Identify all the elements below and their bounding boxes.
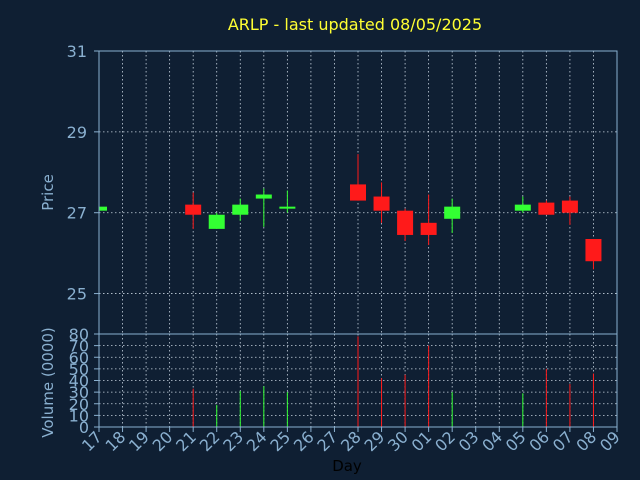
candle-body [350,184,366,201]
volume-tick-label: 0 [79,418,89,437]
volume-tick-label: 50 [69,360,89,379]
candle-body [585,238,602,262]
candle-body [208,214,225,229]
candle-body [561,200,578,213]
price-tick-label: 29 [67,123,87,142]
price-axis-label: Price [39,174,57,211]
volume-tick-label: 40 [69,372,89,391]
volume-tick-label: 30 [69,383,89,402]
candle-body [99,206,107,211]
candle-body [514,204,531,211]
volume-tick-label: 60 [69,348,89,367]
candle-body [185,204,202,215]
volume-tick-label: 20 [69,395,89,414]
volume-tick-label: 80 [69,325,89,344]
volume-tick-label: 70 [69,337,89,356]
x-tick-label: 09 [596,427,624,455]
chart-title: ARLP - last updated 08/05/2025 [228,15,482,34]
candle-body [255,194,272,199]
volume-axis-label: Volume (0000) [39,327,57,437]
candle-body [444,206,461,219]
candle-body [373,196,390,211]
candle-body [397,210,414,235]
price-tick-label: 31 [67,42,87,61]
candle-body [420,222,437,235]
price-panel: 25 27 29 31 [67,42,618,335]
x-axis-ticks: 1718192021222324252627282930010203040506… [78,427,624,455]
price-tick-label: 25 [67,285,87,304]
price-tick-label: 27 [67,204,87,223]
x-axis-label: Day [332,457,362,475]
volume-tick-label: 10 [69,406,89,425]
candle-body [279,206,296,209]
candle-body [538,202,555,215]
candle-body [232,204,249,215]
